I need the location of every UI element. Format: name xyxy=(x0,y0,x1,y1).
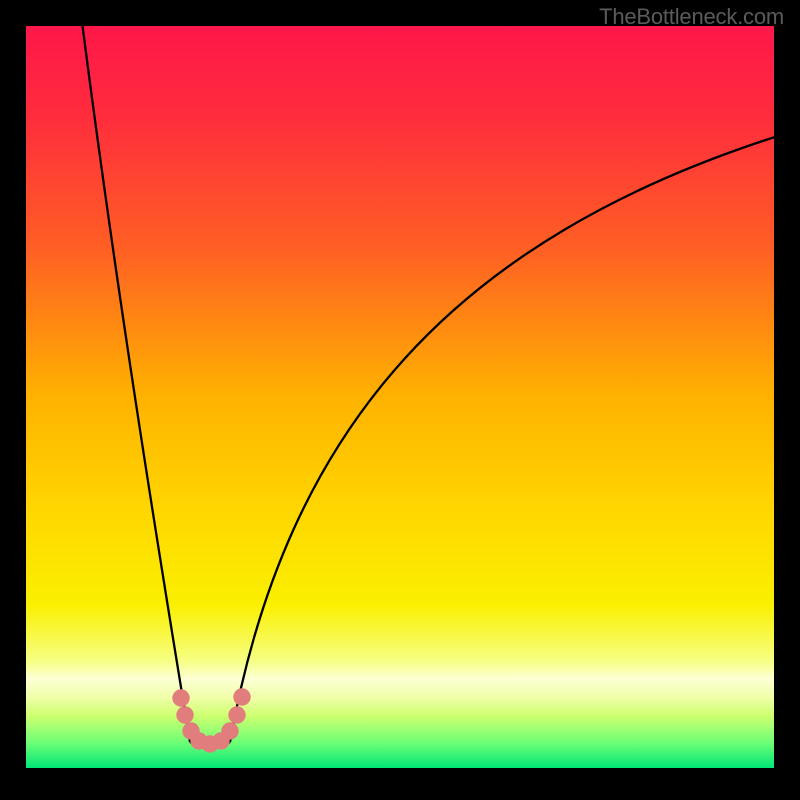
chart-svg xyxy=(26,26,774,768)
valley-marker xyxy=(177,707,193,723)
watermark-text: TheBottleneck.com xyxy=(599,4,784,30)
valley-marker xyxy=(234,689,250,705)
gradient-background xyxy=(26,26,774,768)
valley-marker xyxy=(222,723,238,739)
chart-frame: TheBottleneck.com xyxy=(0,0,800,800)
plot-area xyxy=(26,26,774,768)
valley-marker xyxy=(229,707,245,723)
valley-marker xyxy=(173,690,189,706)
